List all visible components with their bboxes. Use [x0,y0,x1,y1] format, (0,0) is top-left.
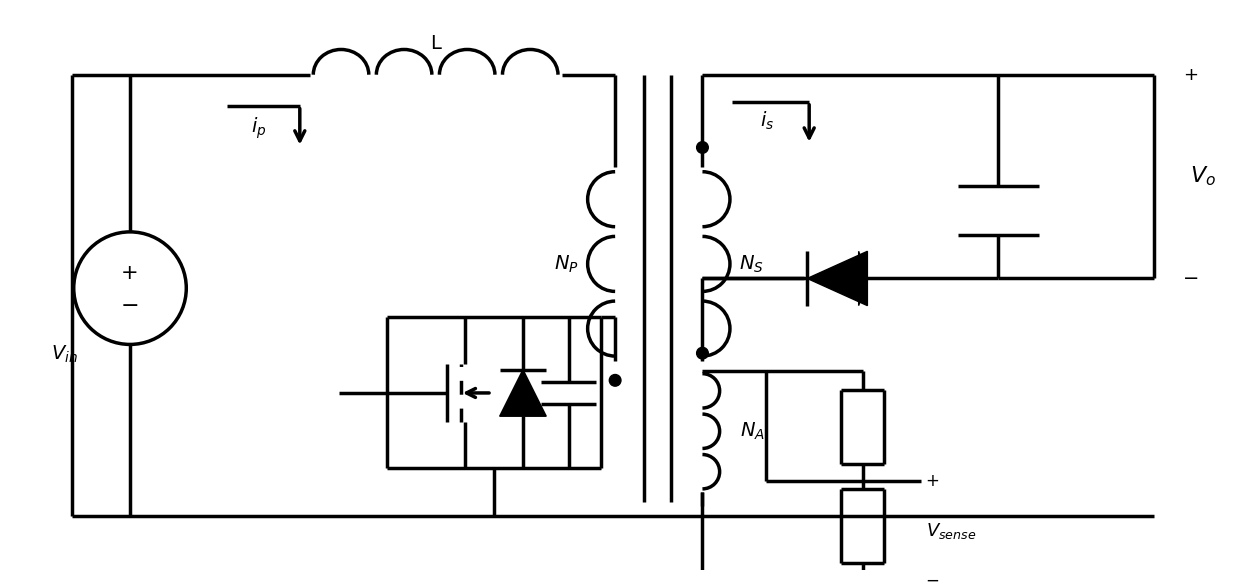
Polygon shape [859,251,867,306]
Text: +: + [121,262,139,282]
Text: +: + [926,472,939,490]
Circle shape [696,141,709,153]
Text: $V_{in}$: $V_{in}$ [51,343,78,365]
Circle shape [696,348,709,359]
Circle shape [610,375,621,386]
Text: $i_p$: $i_p$ [252,115,266,141]
Text: L: L [430,34,441,53]
Polygon shape [808,251,867,306]
Text: $i_s$: $i_s$ [761,110,774,133]
Text: $N_P$: $N_P$ [554,253,579,275]
Polygon shape [499,370,546,416]
Text: +: + [1183,66,1198,84]
Text: $N_A$: $N_A$ [741,421,766,443]
Text: $V_o$: $V_o$ [1191,165,1217,188]
Text: −: − [1183,269,1199,288]
Text: $N_S$: $N_S$ [738,253,763,275]
Text: $V_{sense}$: $V_{sense}$ [926,521,976,541]
Text: −: − [926,571,939,587]
Text: −: − [120,296,139,316]
